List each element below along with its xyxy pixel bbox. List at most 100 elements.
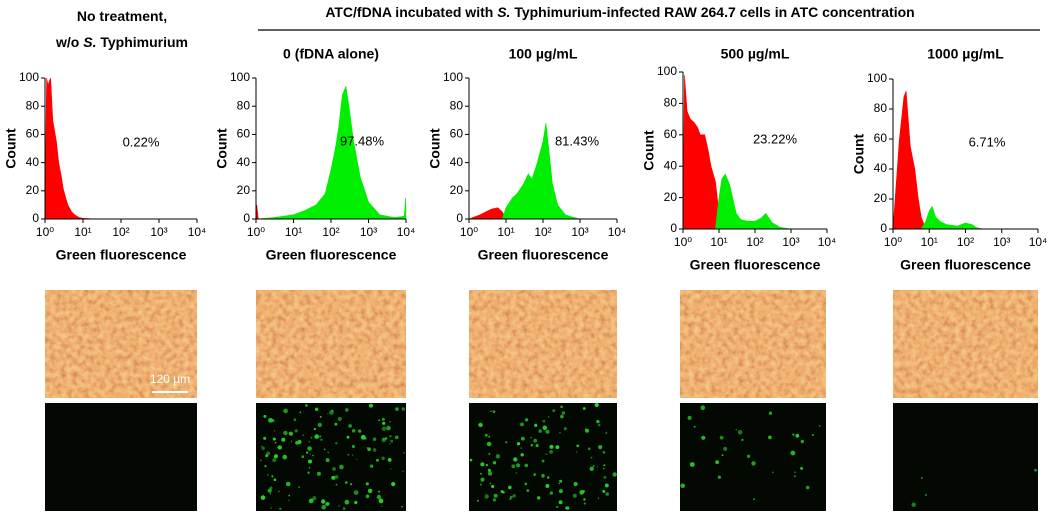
fluorescent-spot: [342, 507, 346, 510]
fluorescent-spot: [309, 453, 311, 455]
fluorescent-spot: [603, 467, 605, 470]
fluorescent-spot: [598, 423, 601, 427]
fluorescent-spot: [354, 500, 358, 505]
fluorescent-spot: [321, 505, 327, 510]
fluorescent-spot: [520, 447, 523, 449]
fluorescent-spot: [572, 493, 577, 498]
fluorescent-spot: [573, 481, 578, 487]
fluorescent-spot: [365, 482, 369, 486]
fluorescent-spot: [323, 448, 326, 451]
fluorescent-spot: [486, 441, 492, 447]
fluorescent-spot: [297, 439, 302, 445]
fluorescent-spot: [505, 441, 508, 444]
fluorescent-spot: [560, 405, 563, 409]
fluorescent-spot: [335, 442, 338, 445]
chart-title: 100 µg/mL: [509, 46, 578, 62]
title-part: S.: [497, 4, 510, 20]
fluorescent-spot: [478, 423, 480, 426]
fluorescent-spot: [921, 477, 923, 479]
y-tick-label: 20: [26, 183, 40, 197]
fluorescent-spot: [545, 453, 547, 455]
fluorescent-spot: [350, 483, 353, 486]
x-tick-label: 10²: [112, 225, 129, 239]
fluorescent-spot: [552, 409, 556, 413]
fluorescent-spot: [279, 507, 282, 510]
fluorescent-spot: [700, 405, 706, 411]
fluorescent-spot: [325, 458, 330, 463]
fluorescent-spot: [490, 410, 492, 413]
fluorescent-spot: [587, 447, 591, 451]
fluorescent-spot: [293, 418, 297, 422]
y-tick-label: 80: [450, 98, 464, 112]
brightfield-texture: [45, 290, 197, 398]
fluorescent-spot: [526, 489, 530, 492]
fluorescent-spot: [493, 493, 498, 498]
fluorescence-image: [893, 403, 1038, 511]
fluorescent-spot: [563, 427, 567, 431]
fluorescent-spot: [794, 471, 796, 473]
fluorescent-spot: [487, 468, 491, 472]
fluorescent-spot: [334, 422, 338, 426]
fluorescent-spot: [278, 490, 280, 493]
fluorescent-spot: [924, 494, 927, 496]
brightfield-texture: [256, 290, 406, 398]
x-tick-label: 10⁰: [674, 235, 692, 249]
fluorescent-spot: [484, 494, 489, 499]
x-tick-label: 10²: [746, 235, 763, 249]
x-tick-label: 10²: [322, 225, 339, 239]
y-tick-label: 40: [237, 155, 251, 169]
fluorescent-spot: [389, 421, 391, 423]
fluorescent-spot: [261, 446, 265, 450]
fluorescent-spot: [308, 459, 312, 464]
fluorescent-spot: [535, 443, 539, 448]
x-tick-label: 10²: [957, 235, 974, 249]
y-tick-label: 80: [26, 98, 40, 112]
fluorescent-spot: [308, 466, 311, 469]
scale-bar-label: 120 µm: [150, 372, 190, 386]
fluorescent-spot: [585, 428, 589, 433]
fluorescent-spot: [603, 476, 607, 479]
x-tick-label: 10³: [360, 225, 377, 239]
y-tick-label: 40: [874, 161, 888, 175]
fluorescent-spot: [288, 431, 293, 436]
x-tick-label: 10³: [782, 235, 799, 249]
fluorescent-spot: [312, 496, 317, 501]
fluorescent-spot: [368, 403, 374, 408]
fluorescent-spot: [320, 438, 323, 441]
fluorescent-spot: [376, 458, 379, 462]
fluorescent-spot: [723, 446, 728, 451]
fluorescent-spot: [310, 436, 313, 439]
fluorescent-spot: [376, 494, 382, 500]
fluorescent-spot: [306, 451, 309, 454]
fluorescent-spot: [378, 490, 381, 493]
fluorescent-spot: [488, 452, 491, 455]
fluorescent-spot: [537, 496, 541, 500]
fluorescent-spot: [402, 470, 404, 472]
fluorescent-spot: [492, 410, 496, 413]
fluorescent-spot: [717, 475, 722, 479]
fluorescent-spot: [479, 483, 482, 486]
fluorescent-spot: [274, 454, 279, 458]
fluorescent-spot: [299, 411, 302, 414]
y-tick-label: 60: [450, 127, 464, 141]
fluorescent-spot: [266, 451, 271, 456]
fluorescent-spot: [274, 441, 277, 444]
fluorescent-spot: [741, 438, 744, 442]
chart-title: 0 (fDNA alone): [283, 46, 379, 62]
fluorescent-spot: [389, 435, 392, 438]
x-tick-label: 10⁰: [884, 235, 902, 249]
fluorescent-spot: [589, 466, 594, 471]
fluorescent-spot: [538, 429, 542, 433]
fluorescent-spot: [390, 468, 392, 470]
fluorescent-spot: [314, 407, 319, 411]
histogram-area: [715, 173, 792, 230]
fluorescent-spot: [325, 502, 330, 507]
fluorescent-spot: [269, 493, 272, 495]
x-axis-label: Green fluorescence: [900, 257, 1031, 273]
fluorescent-spot: [582, 407, 586, 410]
fluorescent-spot: [680, 483, 685, 489]
x-tick-label: 10⁴: [188, 225, 207, 239]
percentage-annotation: 81.43%: [555, 133, 600, 148]
y-tick-label: 60: [874, 131, 888, 145]
